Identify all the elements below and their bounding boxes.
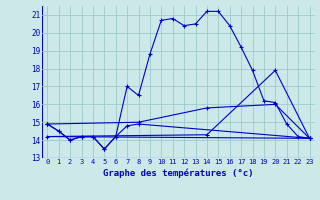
X-axis label: Graphe des températures (°c): Graphe des températures (°c) <box>103 168 254 178</box>
